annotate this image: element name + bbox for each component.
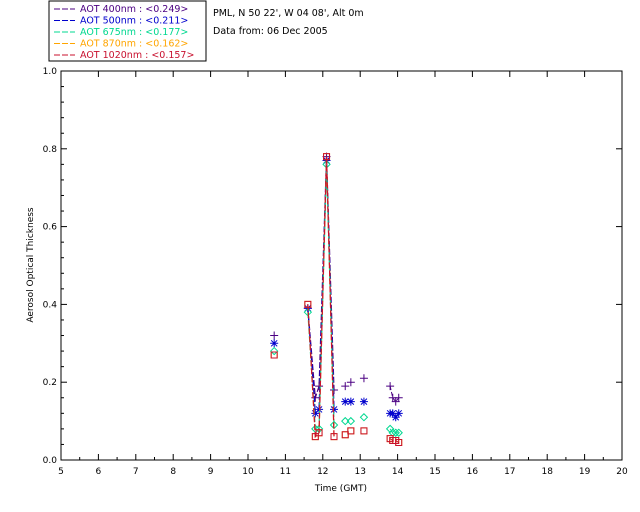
data-point	[341, 431, 349, 439]
data-point	[347, 427, 355, 435]
x-tick-label: 17	[504, 467, 515, 477]
x-axis-title: Time (GMT)	[314, 484, 367, 494]
data-point	[269, 346, 279, 356]
legend-entry: AOT 675nm : <0.177>	[80, 27, 188, 38]
x-tick-label: 10	[242, 467, 254, 477]
data-point	[341, 382, 350, 391]
data-point	[388, 409, 397, 418]
data-point	[386, 382, 395, 391]
y-tick-label: 0.2	[43, 378, 57, 388]
y-tick-label: 1.0	[43, 67, 58, 77]
x-tick-label: 11	[280, 467, 291, 477]
data-point	[359, 397, 368, 406]
data-point	[304, 300, 312, 308]
data-point	[315, 429, 323, 437]
data-point	[394, 393, 403, 402]
y-tick-label: 0.4	[43, 300, 58, 310]
series-aot-870nm	[270, 153, 403, 446]
data-point	[359, 374, 368, 383]
data-point	[346, 416, 356, 426]
data-point	[270, 351, 278, 359]
data-point	[347, 427, 355, 435]
data-point	[391, 428, 400, 437]
y-axis-title: Aerosol Optical Thickness	[26, 207, 36, 323]
x-tick-label: 18	[541, 467, 553, 477]
data-point	[359, 413, 369, 422]
y-tick-label: 0.6	[43, 223, 58, 233]
series-aot-675nm	[269, 160, 403, 437]
y-tick-label: 0.0	[43, 456, 58, 466]
data-point	[270, 339, 279, 348]
x-tick-label: 19	[579, 467, 591, 477]
series-line-late	[389, 385, 400, 403]
y-tick-label: 0.8	[43, 145, 58, 155]
data-point	[341, 416, 350, 426]
x-tick-label: 16	[467, 467, 479, 477]
x-tick-label: 12	[317, 467, 328, 477]
data-point	[346, 397, 355, 406]
legend: AOT 400nm : <0.249>AOT 500nm : <0.211>AO…	[48, 0, 207, 62]
tick-labels: 5 6 7 8 9 10 11 12 13 14 15 16 17 18 19 20 0.0 0.2 0.4 0.6 0…	[43, 67, 628, 477]
x-tick-label: 15	[429, 467, 440, 477]
data-point	[394, 409, 403, 418]
series-aot-400nm	[270, 152, 403, 406]
legend-entry: AOT 400nm : <0.249>	[80, 4, 188, 15]
data-point	[341, 397, 350, 406]
data-point	[323, 153, 331, 161]
axis-ticks	[60, 70, 623, 461]
data-point	[303, 307, 313, 317]
data-point	[330, 405, 339, 414]
data-point	[329, 420, 339, 430]
legend-box	[48, 0, 207, 62]
data-point	[346, 378, 355, 387]
x-tick-label: 9	[208, 467, 214, 477]
x-tick-label: 5	[58, 467, 64, 477]
legend-entry: AOT 870nm : <0.162>	[80, 39, 188, 50]
x-tick-label: 6	[96, 467, 102, 477]
data-point	[315, 382, 324, 391]
data-point	[311, 409, 320, 418]
data-point	[391, 413, 400, 422]
legend-entry: AOT 1020nm : <0.157>	[80, 50, 194, 61]
date-info: Data from: 06 Dec 2005	[213, 26, 328, 37]
data-point	[341, 431, 349, 439]
series-aot-1020nm	[270, 153, 403, 446]
x-tick-label: 8	[170, 467, 176, 477]
x-tick-label: 13	[354, 467, 365, 477]
x-tick-label: 14	[392, 467, 404, 477]
data-point	[360, 427, 368, 435]
data-point	[394, 428, 403, 437]
x-tick-label: 20	[616, 467, 628, 477]
station-info: PML, N 50 22', W 04 08', Alt 0m	[213, 8, 364, 19]
series-aot-500nm	[270, 156, 403, 422]
data-point	[360, 427, 368, 435]
data-point	[330, 433, 338, 441]
x-tick-label: 7	[133, 467, 139, 477]
legend-entry: AOT 500nm : <0.211>	[80, 16, 188, 27]
series-line-late	[389, 438, 399, 443]
data-point	[392, 437, 400, 445]
series-layer	[269, 152, 403, 446]
series-line	[307, 156, 335, 439]
data-point	[395, 438, 403, 446]
data-point	[270, 331, 279, 340]
